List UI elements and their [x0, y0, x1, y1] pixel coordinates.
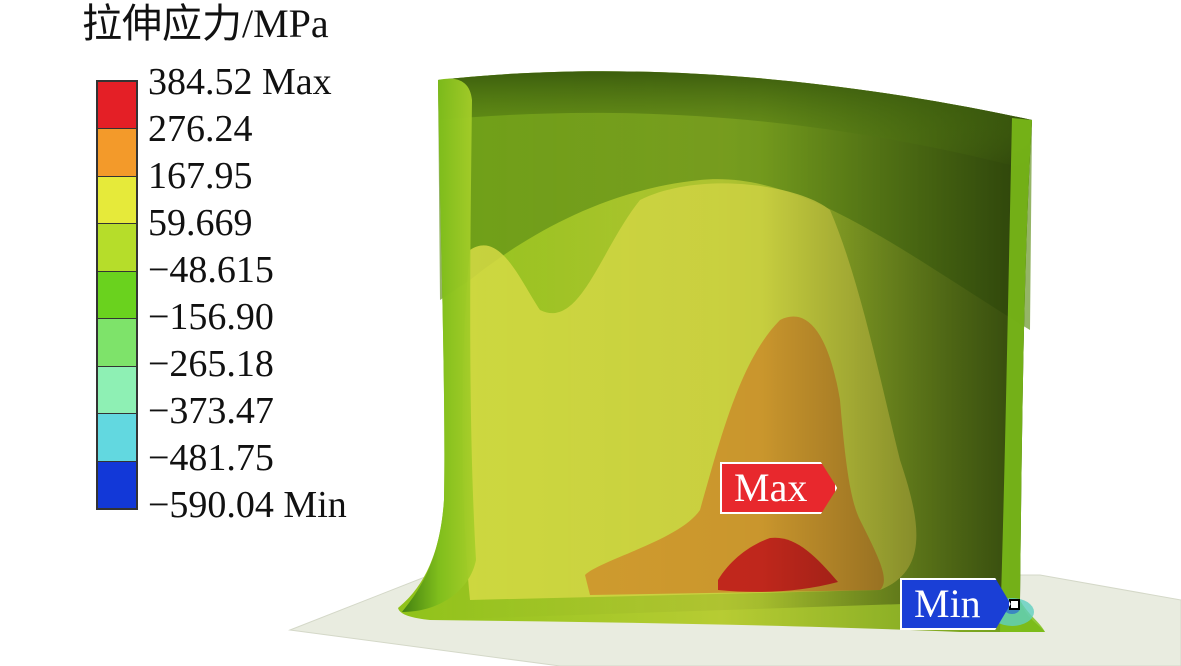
- color-scale-bar: [96, 80, 138, 510]
- min-point-marker: [1009, 599, 1020, 610]
- scale-swatch: [98, 82, 136, 130]
- min-marker-tag: Min: [900, 578, 1011, 630]
- legend-label: −481.75: [148, 437, 274, 479]
- scale-swatch: [98, 319, 136, 367]
- legend-label: 276.24: [148, 108, 253, 150]
- legend-label: −373.47: [148, 390, 274, 432]
- scale-swatch: [98, 414, 136, 462]
- scale-swatch: [98, 461, 136, 508]
- scale-swatch: [98, 224, 136, 272]
- trailing-edge: [1000, 118, 1045, 632]
- scale-swatch: [98, 366, 136, 415]
- legend-title: 拉伸应力/MPa: [82, 1, 329, 46]
- leading-edge: [402, 78, 476, 612]
- legend-label: 167.95: [148, 155, 253, 197]
- scale-swatch: [98, 271, 136, 320]
- scale-swatch: [98, 129, 136, 177]
- legend-label-min: −590.04 Min: [148, 484, 347, 526]
- legend-label: −265.18: [148, 343, 274, 385]
- legend-label: 59.669: [148, 202, 253, 244]
- legend-label: −48.615: [148, 249, 274, 291]
- legend-label-max: 384.52 Max: [148, 61, 332, 103]
- legend-label: −156.90: [148, 296, 274, 338]
- max-marker-tag: Max: [720, 462, 838, 514]
- scale-swatch: [98, 176, 136, 225]
